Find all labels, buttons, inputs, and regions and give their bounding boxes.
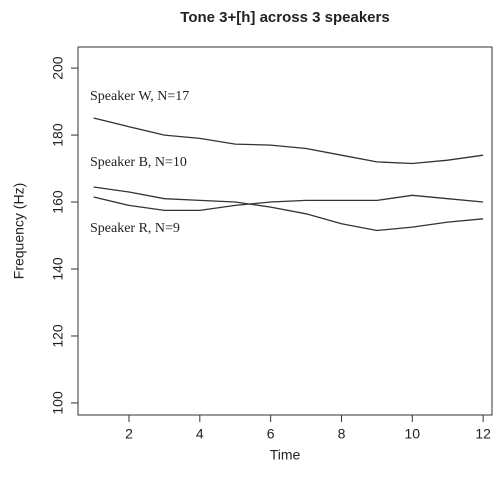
series-line [93,186,484,232]
x-tick-label: 2 [125,426,133,442]
x-tick-label: 4 [196,426,204,442]
y-tick-label: 100 [50,391,66,415]
plot-frame [77,46,493,416]
x-tick-label: 8 [338,426,346,442]
y-axis-label: Frequency (Hz) [11,183,27,279]
x-tick-label: 6 [267,426,275,442]
y-tick-label: 140 [50,257,66,281]
y-tick-label: 120 [50,324,66,348]
x-tick-label: 12 [475,426,491,442]
series-line [93,194,484,212]
y-tick-label: 200 [50,56,66,80]
x-tick-label: 10 [405,426,421,442]
series-label: Speaker B, N=10 [90,155,187,170]
series-label: Speaker W, N=17 [90,89,189,104]
series-line [93,117,484,165]
x-axis-label: Time [270,447,301,463]
series-label: Speaker R, N=9 [90,221,180,236]
chart-title: Tone 3+[h] across 3 speakers [180,9,389,26]
y-tick-label: 160 [50,190,66,214]
y-tick-label: 180 [50,123,66,147]
